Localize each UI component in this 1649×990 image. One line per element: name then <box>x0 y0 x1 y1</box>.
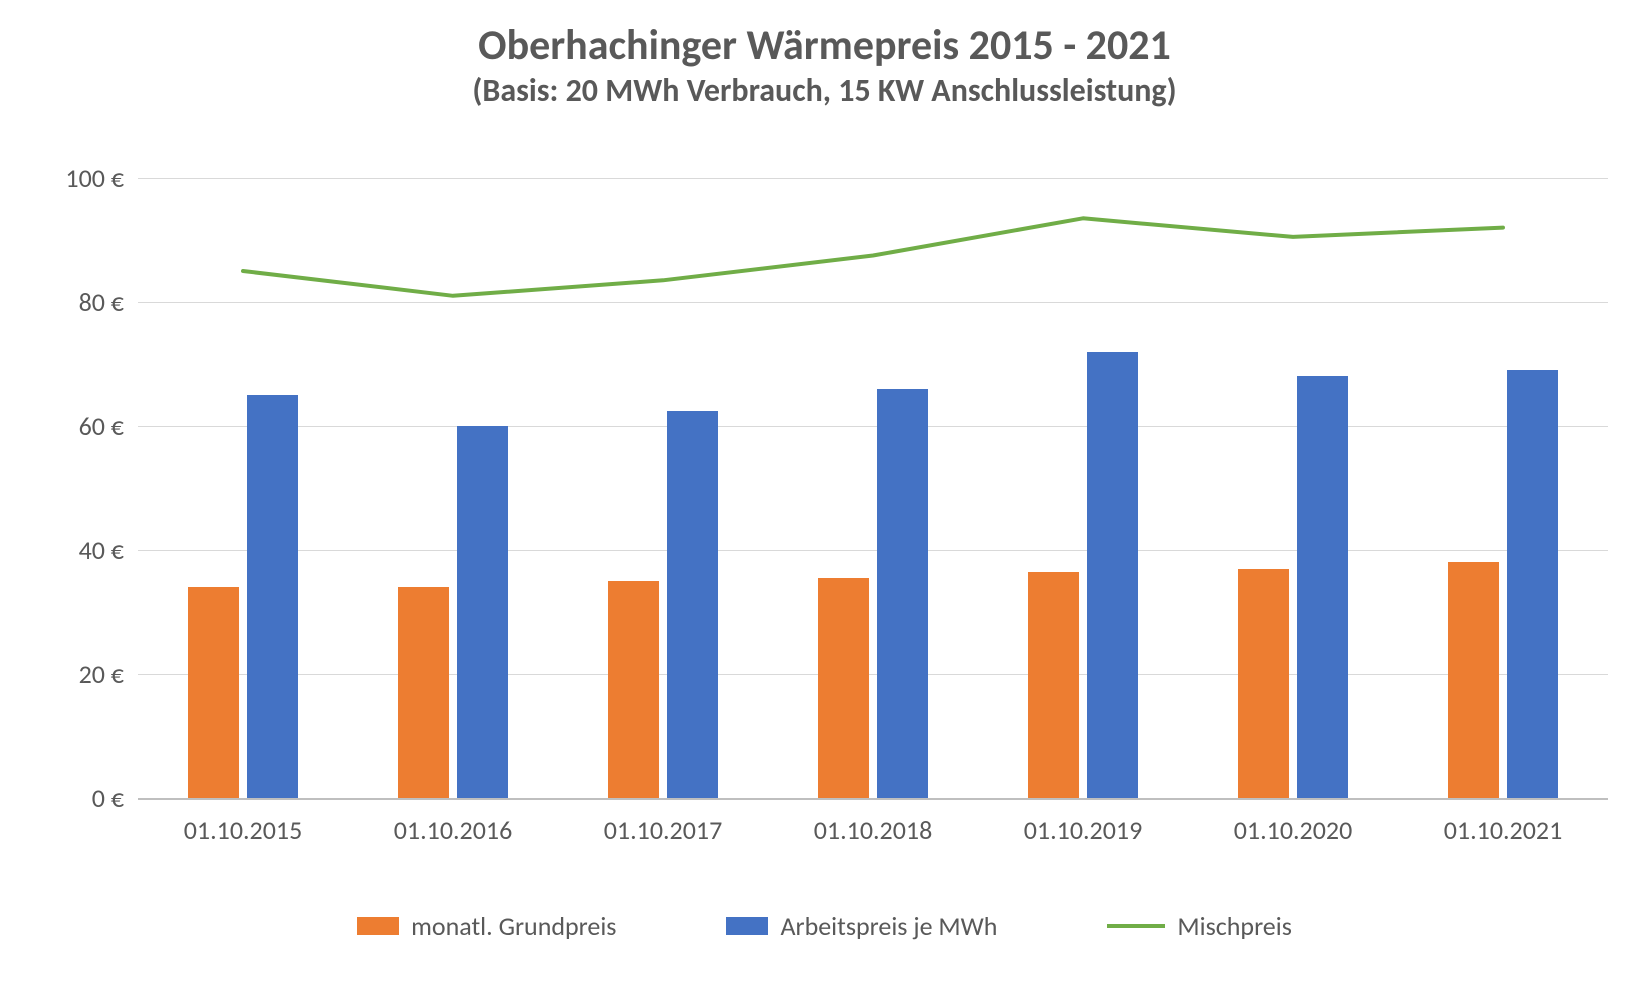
x-tick-label: 01.10.2018 <box>814 798 933 846</box>
y-tick-label: 20 € <box>79 658 138 690</box>
bar-grundpreis <box>1448 562 1498 798</box>
line-mischpreis <box>243 218 1503 295</box>
bar-arbeitspreis <box>1507 370 1557 798</box>
legend-swatch <box>726 917 768 935</box>
gridline <box>138 426 1608 427</box>
legend-item: Mischpreis <box>1107 910 1291 942</box>
y-tick-label: 40 € <box>79 534 138 566</box>
bar-grundpreis <box>398 587 448 798</box>
y-tick-label: 0 € <box>92 782 138 814</box>
x-tick-label: 01.10.2021 <box>1444 798 1563 846</box>
line-series-svg <box>138 178 1608 798</box>
legend-label: monatl. Grundpreis <box>411 910 616 942</box>
legend-line-icon <box>1107 924 1165 928</box>
chart-title-block: Oberhachinger Wärmepreis 2015 - 2021 (Ba… <box>0 20 1649 110</box>
chart-legend: monatl. Grundpreis Arbeitspreis je MWh Mis… <box>0 910 1649 942</box>
y-tick-label: 100 € <box>65 162 138 194</box>
x-tick-label: 01.10.2017 <box>604 798 723 846</box>
chart-subtitle: (Basis: 20 MWh Verbrauch, 15 KW Anschlus… <box>0 71 1649 110</box>
legend-label: Arbeitspreis je MWh <box>780 910 997 942</box>
bar-grundpreis <box>188 587 238 798</box>
bar-grundpreis <box>1238 569 1288 798</box>
bar-arbeitspreis <box>247 395 297 798</box>
bar-grundpreis <box>1028 572 1078 798</box>
x-tick-label: 01.10.2016 <box>394 798 513 846</box>
legend-item: monatl. Grundpreis <box>357 910 616 942</box>
gridline <box>138 178 1608 179</box>
bar-grundpreis <box>608 581 658 798</box>
y-tick-label: 60 € <box>79 410 138 442</box>
gridline <box>138 302 1608 303</box>
chart-container: Oberhachinger Wärmepreis 2015 - 2021 (Ba… <box>0 0 1649 990</box>
x-tick-label: 01.10.2015 <box>184 798 303 846</box>
bar-arbeitspreis <box>877 389 927 798</box>
bar-grundpreis <box>818 578 868 798</box>
chart-title: Oberhachinger Wärmepreis 2015 - 2021 <box>0 20 1649 71</box>
legend-label: Mischpreis <box>1177 910 1291 942</box>
bar-arbeitspreis <box>1087 352 1137 798</box>
bar-arbeitspreis <box>667 411 717 799</box>
x-tick-label: 01.10.2019 <box>1024 798 1143 846</box>
gridline <box>138 550 1608 551</box>
gridline <box>138 674 1608 675</box>
legend-item: Arbeitspreis je MWh <box>726 910 997 942</box>
plot-area: 0 €20 €40 €60 €80 €100 €01.10.201501.10.… <box>138 178 1608 798</box>
bar-arbeitspreis <box>457 426 507 798</box>
x-tick-label: 01.10.2020 <box>1234 798 1353 846</box>
bar-arbeitspreis <box>1297 376 1347 798</box>
legend-swatch <box>357 917 399 935</box>
y-tick-label: 80 € <box>79 286 138 318</box>
